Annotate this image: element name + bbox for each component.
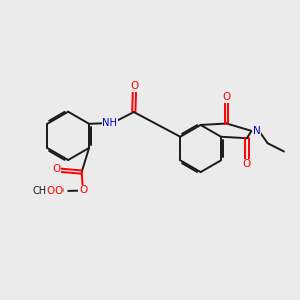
Text: N: N [253,126,261,136]
Text: O: O [243,159,251,170]
Text: O: O [46,186,55,196]
Text: O: O [54,186,62,196]
Text: CH₃: CH₃ [33,186,51,196]
Text: O: O [52,164,60,174]
Text: O: O [222,92,231,102]
Text: NH: NH [102,118,117,128]
Text: O: O [52,165,60,175]
Text: O: O [79,185,87,195]
Text: O: O [55,186,63,196]
Text: O: O [79,185,87,195]
Text: O: O [130,81,139,92]
